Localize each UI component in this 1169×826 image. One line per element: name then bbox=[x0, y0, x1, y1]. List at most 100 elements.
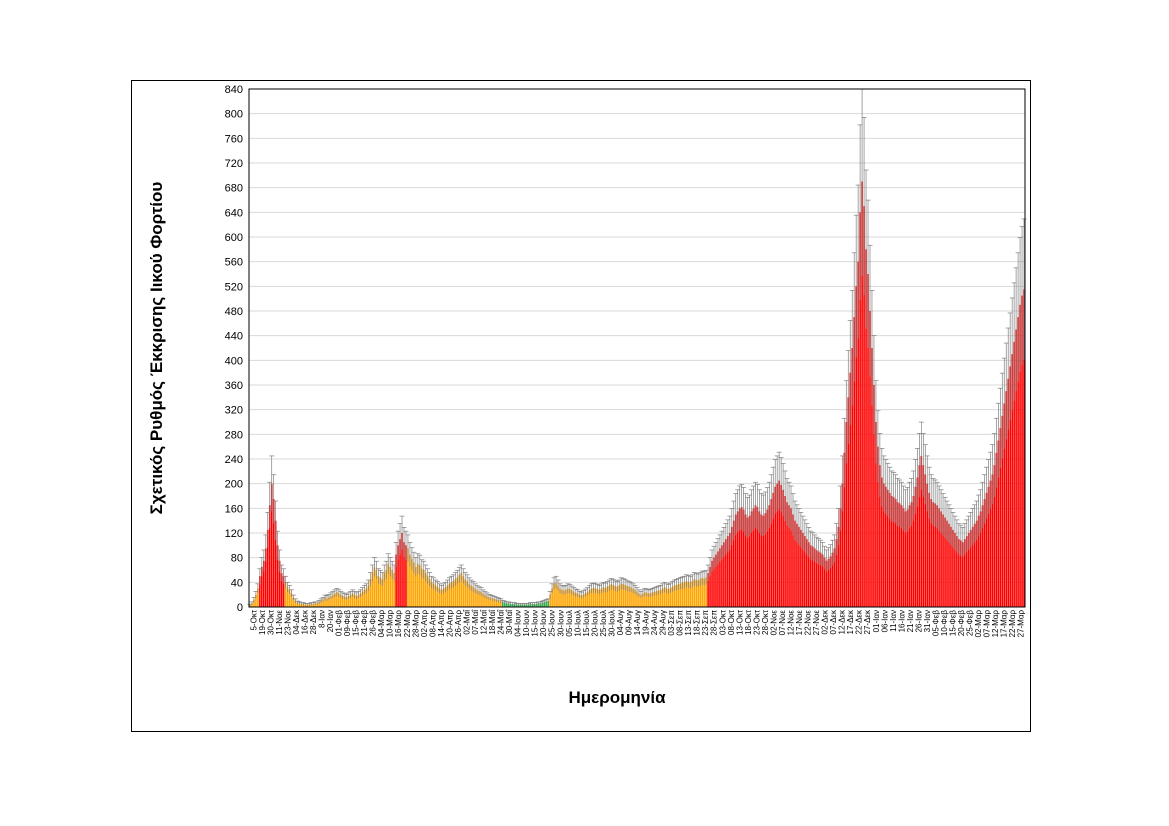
bar bbox=[675, 584, 678, 607]
bar bbox=[531, 603, 534, 607]
bar bbox=[367, 585, 370, 607]
bar bbox=[586, 591, 589, 607]
bar bbox=[804, 536, 806, 607]
bar bbox=[478, 590, 480, 607]
bar bbox=[428, 579, 431, 607]
x-tick-label: 22-Μαρ bbox=[403, 610, 412, 638]
x-tick-label: 10-Μαρ bbox=[386, 610, 395, 638]
x-tick-label: 24-Αυγ bbox=[650, 610, 659, 635]
bar bbox=[519, 604, 522, 607]
bar bbox=[444, 587, 447, 607]
bar bbox=[567, 588, 569, 607]
bar bbox=[683, 582, 686, 607]
bar bbox=[561, 589, 563, 607]
bar bbox=[989, 480, 992, 607]
bar bbox=[308, 604, 311, 607]
bar bbox=[466, 581, 468, 607]
bar bbox=[640, 594, 642, 607]
bar bbox=[719, 548, 721, 607]
bar bbox=[665, 588, 668, 607]
bar bbox=[424, 573, 427, 607]
bar bbox=[490, 597, 492, 607]
x-tick-label: 30-Οκτ bbox=[266, 609, 275, 635]
y-tick-label: 360 bbox=[225, 380, 243, 392]
bar bbox=[748, 515, 751, 607]
x-tick-label: 07-Νοε bbox=[778, 610, 787, 636]
bar bbox=[638, 593, 640, 607]
bar bbox=[580, 595, 583, 607]
bar bbox=[282, 576, 285, 607]
bar bbox=[800, 529, 802, 607]
x-tick-label: 18-Μαΐ bbox=[488, 609, 497, 635]
bar bbox=[474, 588, 476, 607]
bar bbox=[403, 542, 405, 607]
bar bbox=[829, 556, 832, 607]
bar bbox=[679, 583, 682, 607]
bar bbox=[983, 499, 986, 607]
bar bbox=[1013, 341, 1015, 607]
x-tick-label: 03-Σεπ bbox=[667, 610, 676, 636]
x-tick-label: 29-Αυγ bbox=[659, 610, 668, 635]
bar bbox=[389, 566, 391, 607]
x-tick-label: 05-Φεβ bbox=[931, 610, 940, 637]
bar bbox=[646, 592, 648, 607]
bar bbox=[736, 511, 739, 607]
bar bbox=[752, 508, 755, 607]
bar bbox=[681, 582, 684, 607]
bar bbox=[569, 589, 571, 607]
bar bbox=[426, 576, 429, 607]
bar bbox=[543, 602, 546, 607]
bar bbox=[831, 552, 834, 607]
bar bbox=[849, 372, 852, 607]
x-tick-label: 17-Νοε bbox=[795, 610, 804, 636]
bar bbox=[302, 603, 305, 607]
bar bbox=[521, 604, 524, 607]
bar bbox=[616, 586, 619, 607]
x-tick-label: 20-Απρ bbox=[445, 610, 454, 637]
bar bbox=[387, 563, 390, 607]
x-tick-label: 04-Δεκ bbox=[292, 609, 301, 634]
bar bbox=[415, 566, 417, 607]
bar bbox=[399, 539, 401, 607]
bar bbox=[790, 508, 792, 607]
x-tick-label: 02-Δεκ bbox=[821, 609, 830, 634]
bar bbox=[620, 583, 623, 607]
bar bbox=[446, 585, 449, 607]
x-tick-label: 22-Δεκ bbox=[855, 609, 864, 634]
x-tick-label: 28-Οκτ bbox=[761, 609, 770, 635]
bar bbox=[460, 573, 463, 607]
bar bbox=[865, 249, 867, 608]
x-tick-label: 25-Ιουλ bbox=[599, 610, 608, 637]
x-tick-label: 02-Απρ bbox=[420, 610, 429, 637]
x-tick-label: 22-Μαρ bbox=[1008, 610, 1017, 638]
bar bbox=[324, 597, 326, 607]
bar bbox=[768, 505, 771, 607]
x-tick-label: 16-Δεκ bbox=[300, 609, 309, 634]
bar bbox=[497, 600, 500, 607]
bar bbox=[549, 594, 551, 607]
bar bbox=[596, 589, 599, 607]
bar bbox=[697, 580, 700, 607]
bar bbox=[369, 579, 372, 607]
x-tick-label: 27-Νοε bbox=[812, 610, 821, 636]
x-tick-label: 30-Μαΐ bbox=[505, 609, 514, 635]
bar bbox=[488, 597, 490, 607]
bar bbox=[792, 514, 794, 607]
bar bbox=[896, 502, 899, 607]
bar bbox=[300, 603, 303, 607]
bar bbox=[823, 557, 826, 607]
bar bbox=[517, 604, 520, 607]
bar bbox=[776, 483, 779, 607]
bar bbox=[1019, 304, 1021, 607]
x-tick-label: 26-Φεβ bbox=[369, 610, 378, 637]
bar bbox=[648, 593, 650, 607]
bar bbox=[492, 598, 494, 607]
bar bbox=[501, 602, 504, 607]
bar bbox=[967, 533, 970, 607]
bar bbox=[699, 579, 701, 607]
bar bbox=[902, 508, 905, 607]
bar bbox=[782, 489, 784, 607]
bar bbox=[268, 505, 271, 607]
bar bbox=[515, 604, 518, 607]
bar bbox=[727, 536, 729, 607]
